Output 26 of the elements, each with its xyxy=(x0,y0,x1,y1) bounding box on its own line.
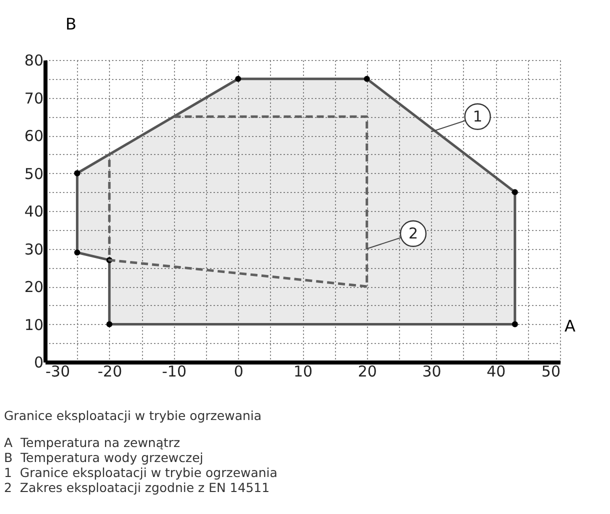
annotation: 2 xyxy=(408,224,418,243)
y-tick-label: 60 xyxy=(24,127,44,145)
x-tick-label: 40 xyxy=(486,362,506,380)
text: Granice eksploatacji w trybie ogrzewania xyxy=(4,408,263,423)
y-tick-label: 30 xyxy=(24,240,44,258)
y-tick-label: 40 xyxy=(24,202,44,220)
y-tick-label: 70 xyxy=(24,89,44,108)
y-tick-label: 20 xyxy=(24,278,44,296)
x-axis-title: A xyxy=(564,316,576,336)
text: 1 Granice eksploatacji w trybie ogrzewania xyxy=(4,465,278,480)
y-axis-title: B xyxy=(66,14,76,34)
x-tick-label: 30 xyxy=(422,362,442,380)
x-tick-label: -10 xyxy=(162,362,186,380)
text: 2 Zakres eksploatacji zgodnie z EN 14511 xyxy=(4,480,271,495)
y-tick-label: 50 xyxy=(24,164,44,183)
x-tick-label: 10 xyxy=(293,362,313,380)
x-tick-label: 20 xyxy=(358,362,377,380)
x-tick-label: 50 xyxy=(541,362,560,380)
x-tick-label: -20 xyxy=(98,362,122,380)
x-tick-label: 0 xyxy=(234,362,244,380)
y-tick-label: 10 xyxy=(24,316,44,334)
y-tick-label: 80 xyxy=(24,52,44,70)
text: B Temperatura wody grzewczej xyxy=(4,450,204,465)
x-tick-label: -30 xyxy=(46,362,70,380)
text: A Temperatura na zewnątrz xyxy=(4,435,182,450)
annotation: 1 xyxy=(472,108,482,126)
